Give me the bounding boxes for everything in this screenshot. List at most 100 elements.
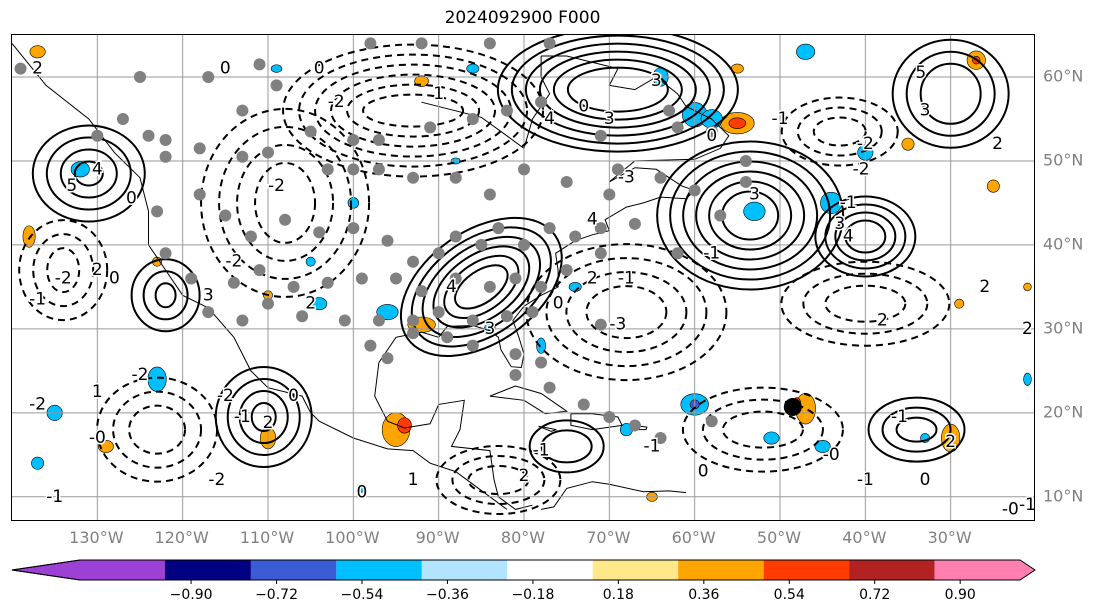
anomaly-region	[31, 456, 45, 470]
contour-label: -1	[1019, 495, 1035, 515]
contour-positive	[73, 160, 104, 187]
station-dot	[304, 125, 317, 138]
contour-positive	[496, 35, 739, 153]
station-dot	[236, 314, 249, 327]
station-dot	[253, 264, 266, 277]
longitude-label: 70°W	[586, 528, 631, 547]
contour-negative	[780, 96, 899, 167]
station-dots-layer	[14, 37, 802, 445]
contour-positive	[814, 195, 917, 278]
station-dot	[415, 37, 428, 50]
coastline	[12, 43, 508, 510]
longitude-label: 100°W	[325, 528, 380, 547]
latitude-label: 50°N	[1043, 150, 1084, 170]
contour-negative	[545, 257, 708, 368]
contour-label: -1	[29, 289, 46, 309]
contour-label: 4	[92, 159, 103, 179]
contour-negative	[824, 284, 907, 323]
station-dot	[432, 306, 445, 319]
station-dot	[270, 79, 283, 92]
gridline-layer	[12, 35, 1034, 520]
contour-negative	[346, 83, 481, 138]
station-dot	[560, 264, 573, 277]
contour-negative	[236, 143, 335, 262]
contour-label: 3	[484, 319, 495, 339]
contour-negative	[701, 398, 824, 461]
contour-positive	[695, 170, 806, 261]
anomaly-region	[357, 484, 367, 493]
contour-label: -2	[853, 159, 870, 179]
contour-negative	[525, 243, 728, 382]
anomaly-region	[536, 337, 546, 354]
contour-label: -2	[225, 252, 242, 272]
contour-label: 0	[288, 386, 299, 406]
latitude-label: 40°N	[1043, 234, 1084, 254]
station-dot	[535, 356, 548, 369]
station-dot	[159, 247, 172, 260]
contour-label: -1	[891, 407, 908, 427]
colorbar	[11, 559, 1036, 584]
station-dot	[390, 272, 402, 285]
contour-positive	[895, 416, 938, 443]
station-dot	[338, 314, 351, 327]
station-dot	[347, 163, 360, 176]
contour-label: -1	[772, 109, 789, 129]
station-dot	[705, 415, 718, 428]
station-dot	[321, 163, 334, 176]
anomaly-region	[814, 439, 831, 453]
station-dot	[500, 310, 513, 323]
station-dot	[483, 188, 496, 201]
anomaly-region	[397, 417, 412, 434]
contour-label: 2	[32, 59, 43, 79]
station-dot	[509, 348, 522, 361]
station-dot	[236, 150, 249, 163]
station-dot	[372, 314, 385, 327]
contour-label: 0	[220, 59, 231, 79]
contour-label: -1	[644, 436, 661, 456]
station-dot	[628, 217, 641, 230]
contour-label: 1	[433, 84, 444, 104]
contour-label: -1	[618, 269, 635, 289]
contour-negative	[32, 233, 95, 308]
station-dot	[381, 234, 394, 247]
colorbar-tick-label: 0.90	[944, 587, 976, 603]
contour-label: 0	[578, 96, 589, 116]
anomaly-region	[466, 63, 480, 74]
anomaly-region	[796, 43, 816, 60]
station-dot	[535, 96, 548, 109]
contour-negative	[112, 390, 203, 469]
station-dot	[671, 247, 684, 260]
station-dot	[739, 154, 752, 167]
station-dot	[466, 339, 479, 352]
contour-label: 0	[356, 483, 367, 503]
map-panel: 5 3 3 4 3 3 4 5 2 0 0 -2 -2 -2 -2 -1 0 2 -1 0 -2 -1 -2 2 2 2 -3 -1-…	[11, 34, 1035, 521]
contour-label: 2	[1022, 319, 1033, 339]
station-dot	[441, 331, 454, 344]
station-dot	[313, 226, 326, 239]
contour-positive	[528, 419, 605, 474]
station-dot	[287, 280, 300, 293]
contour-label: -1	[46, 487, 63, 507]
contour-layer	[18, 35, 1010, 516]
station-dot	[193, 142, 206, 155]
station-dot	[227, 276, 240, 289]
contour-negative	[46, 247, 81, 294]
contour-negative	[218, 125, 353, 280]
contour-label: 0	[126, 189, 137, 209]
station-dot	[364, 339, 377, 352]
colorbar-segment	[421, 560, 508, 580]
colorbar-segment	[165, 560, 251, 580]
contour-label: -1	[840, 193, 857, 213]
station-dot	[560, 175, 573, 188]
longitude-label: 90°W	[415, 528, 460, 547]
contour-label: 2	[587, 269, 598, 289]
anomaly-region	[1023, 372, 1032, 386]
station-dot	[244, 230, 257, 243]
station-dot	[159, 150, 172, 163]
contour-negative	[96, 376, 219, 483]
anomaly-region	[97, 439, 114, 453]
contour-label: 2	[877, 310, 888, 330]
anomaly-region	[311, 297, 328, 311]
contour-label: -3	[618, 168, 635, 188]
